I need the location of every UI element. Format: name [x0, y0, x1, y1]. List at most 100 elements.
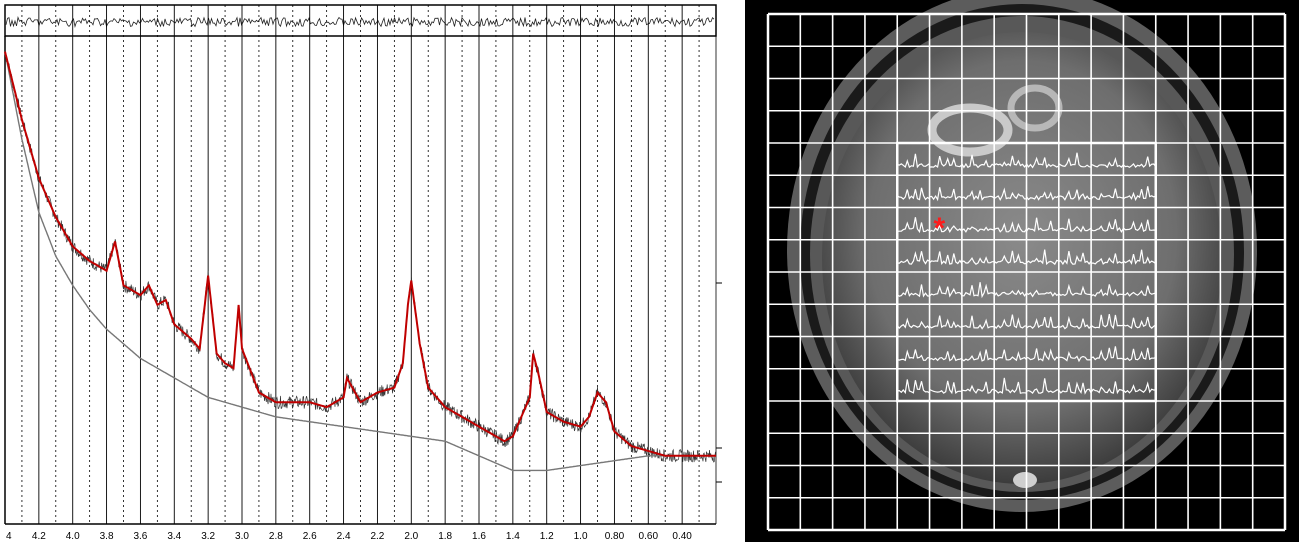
- voxel-spectrum: [993, 349, 1027, 362]
- voxel-spectrum: [961, 282, 995, 299]
- lesion-enhancement-left: [927, 103, 1013, 157]
- voxel-spectrum: [1058, 250, 1092, 266]
- x-tick-label: 0.40: [672, 531, 692, 542]
- voxel-spectrum: [961, 189, 995, 201]
- voxel-spectrum: [1026, 378, 1059, 394]
- voxel-spectrum: [993, 377, 1027, 394]
- voxel-spectrum: [1123, 219, 1156, 232]
- x-tick-label: 1.6: [472, 531, 486, 542]
- x-tick-label: 1.2: [540, 531, 554, 542]
- voxel-spectrum: [897, 379, 930, 395]
- voxel-spectrum: [1058, 351, 1092, 363]
- voxel-spectrum: [1026, 191, 1060, 201]
- spectrum-plot: 4 4.2 4.0 3.8 3.6 3.4 3.2 3.0 2.8 2.6 2.4 2.2 2.0 1.8…: [4, 4, 722, 542]
- voxel-spectrum: [1123, 156, 1157, 169]
- voxel-spectrum: [1090, 346, 1124, 362]
- baseline-curve: [4, 51, 716, 472]
- voxel-spectrum: [1058, 283, 1092, 297]
- posterior-bright-spot: [1013, 472, 1037, 488]
- x-tick-label: 3.2: [201, 531, 215, 542]
- voxel-spectrum: [961, 381, 995, 394]
- x-tick-label: 3.6: [133, 531, 147, 542]
- voxel-spectra: [896, 141, 1157, 403]
- x-tick-label: 2.8: [269, 531, 283, 542]
- voxel-spectrum: [1026, 249, 1059, 266]
- voxel-spectrum: [1058, 189, 1092, 201]
- x-tick-label: 1.0: [574, 531, 588, 542]
- voxel-spectrum: [896, 317, 931, 330]
- x-tick-label: 3.0: [235, 531, 249, 542]
- x-tick-label: 4: [6, 531, 12, 542]
- voxel-spectrum: [929, 351, 963, 362]
- x-tick-label: 2.0: [404, 531, 418, 542]
- ppm-gridlines: [21, 5, 700, 524]
- fit-curve: [4, 51, 716, 457]
- voxel-spectrum: [929, 285, 963, 298]
- residual-trace: [5, 16, 715, 28]
- voxel-spectrum: [897, 349, 930, 362]
- voxel-spectrum: [1122, 381, 1156, 394]
- x-tick-label: 2.4: [337, 531, 351, 542]
- voxel-spectrum: [1025, 156, 1060, 169]
- right-axis-ticks: [716, 282, 722, 483]
- voxel-spectrum: [1026, 217, 1060, 232]
- voxel-spectrum: [1090, 313, 1124, 330]
- voxel-spectrum: [1123, 285, 1156, 297]
- voxel-spectrum: [1123, 186, 1157, 202]
- voxel-spectrum: [993, 314, 1027, 330]
- voxel-spectrum: [1123, 316, 1157, 330]
- voxel-spectrum: [896, 284, 930, 298]
- voxel-spectrum: [993, 289, 1027, 297]
- voxel-spectrum: [929, 251, 963, 265]
- x-tick-label: 3.4: [167, 531, 181, 542]
- voxel-spectrum: [1026, 348, 1060, 362]
- voxel-spectrum: [897, 250, 930, 265]
- voxel-spectrum: [897, 153, 930, 169]
- x-tick-labels: 4 4.2 4.0 3.8 3.6 3.4 3.2 3.0 2.8 2.6 2.4 2.2 2.0 1.8…: [6, 531, 692, 542]
- voxel-grid: [766, 12, 1287, 532]
- voxel-spectrum: [1090, 381, 1124, 395]
- voxel-spectrum: [1090, 188, 1124, 200]
- voxel-spectrum: [1058, 381, 1092, 395]
- voxel-spectrum: [929, 223, 963, 233]
- voxel-spectrum: [993, 187, 1027, 201]
- x-tick-label: 3.8: [100, 531, 114, 542]
- voxel-spectrum: [993, 221, 1027, 233]
- x-tick-label: 4.0: [66, 531, 80, 542]
- voxel-spectrum: [1058, 315, 1092, 330]
- mri-image-panel: *: [745, 0, 1299, 542]
- x-tick-label: 0.80: [605, 531, 625, 542]
- voxel-spectrum: [1123, 249, 1157, 265]
- x-tick-label: 1.4: [506, 531, 520, 542]
- x-tick-label: 2.2: [370, 531, 384, 542]
- x-tick-label: 2.6: [303, 531, 317, 542]
- x-tick-label: 0.60: [639, 531, 659, 542]
- brain-tissue: [822, 32, 1222, 484]
- voxel-spectrum: [929, 187, 963, 202]
- voxel-spectrum: [929, 315, 962, 329]
- voxel-spectrum: [961, 154, 995, 169]
- voxel-spectrum: [1026, 316, 1060, 330]
- voxel-spectrum: [1123, 347, 1156, 362]
- voxel-spectrum: [993, 250, 1027, 265]
- voxel-spectrum: [1091, 253, 1124, 265]
- voxel-spectrum: [929, 155, 963, 169]
- voxel-spectrum: [1058, 218, 1092, 233]
- voxel-spectrum: [1058, 152, 1092, 168]
- x-tick-label: 1.8: [438, 531, 452, 542]
- voxel-spectrum: [961, 349, 995, 362]
- mri-csi-grid: *: [745, 0, 1299, 542]
- voxel-spectrum: [961, 256, 995, 265]
- voxel-spectrum: [1090, 219, 1124, 234]
- voxel-spectrum: [961, 315, 995, 330]
- selected-voxel-marker: *: [933, 212, 945, 245]
- spectrum-chart: 4 4.2 4.0 3.8 3.6 3.4 3.2 3.0 2.8 2.6 2.4 2.2 2.0 1.8…: [4, 4, 722, 542]
- spectra-region-border: [896, 141, 1157, 403]
- voxel-spectrum: [1090, 284, 1124, 297]
- voxel-spectrum: [929, 380, 962, 395]
- voxel-spectrum: [1090, 156, 1124, 169]
- voxel-spectrum: [1026, 289, 1060, 298]
- voxel-spectrum: [993, 155, 1027, 168]
- voxel-spectrum: [896, 187, 930, 201]
- x-tick-label: 4.2: [32, 531, 46, 542]
